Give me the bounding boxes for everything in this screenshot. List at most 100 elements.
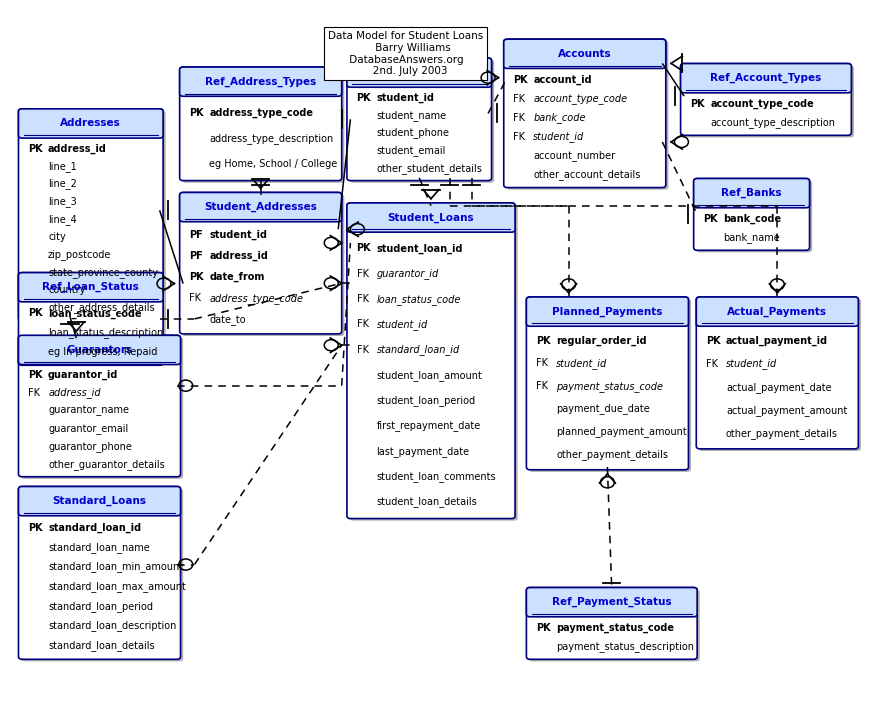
Text: regular_order_id: regular_order_id	[556, 336, 646, 346]
Text: actual_payment_amount: actual_payment_amount	[726, 405, 847, 416]
Text: PK: PK	[356, 243, 371, 253]
FancyBboxPatch shape	[19, 486, 180, 515]
FancyBboxPatch shape	[180, 67, 341, 181]
Text: line_1: line_1	[48, 161, 76, 171]
Text: address_id: address_id	[48, 387, 100, 398]
Text: Planned_Payments: Planned_Payments	[552, 306, 662, 316]
Text: other_guarantor_details: other_guarantor_details	[48, 459, 164, 469]
FancyBboxPatch shape	[347, 203, 515, 518]
Text: payment_status_code: payment_status_code	[556, 623, 674, 633]
FancyBboxPatch shape	[526, 587, 697, 616]
Text: FK: FK	[28, 388, 40, 398]
Text: Student_Loans: Student_Loans	[388, 213, 475, 223]
Text: standard_loan_description: standard_loan_description	[48, 621, 177, 631]
Text: loan_status_code: loan_status_code	[48, 309, 141, 319]
Text: standard_loan_max_amount: standard_loan_max_amount	[48, 582, 186, 592]
FancyBboxPatch shape	[696, 297, 859, 449]
FancyBboxPatch shape	[347, 58, 492, 181]
Text: PK: PK	[189, 272, 204, 282]
Text: student_id: student_id	[556, 358, 607, 369]
Text: PF: PF	[189, 251, 203, 261]
Text: PK: PK	[536, 623, 550, 633]
Text: address_id: address_id	[209, 251, 268, 261]
Text: other_account_details: other_account_details	[533, 169, 641, 180]
Text: Student_Addresses: Student_Addresses	[204, 202, 317, 212]
Text: last_payment_date: last_payment_date	[377, 446, 469, 456]
FancyBboxPatch shape	[349, 205, 517, 520]
Text: state_province_county: state_province_county	[48, 267, 158, 277]
Text: bank_code: bank_code	[533, 112, 586, 123]
FancyBboxPatch shape	[696, 181, 813, 252]
Text: student_loan_details: student_loan_details	[377, 496, 477, 507]
Text: Accounts: Accounts	[558, 49, 612, 59]
FancyBboxPatch shape	[693, 178, 810, 208]
FancyBboxPatch shape	[684, 65, 854, 137]
Text: standard_loan_name: standard_loan_name	[48, 542, 150, 553]
Text: standard_loan_id: standard_loan_id	[377, 344, 460, 356]
FancyBboxPatch shape	[526, 587, 697, 659]
Text: FK: FK	[189, 294, 201, 304]
FancyBboxPatch shape	[526, 297, 688, 470]
Text: guarantor_name: guarantor_name	[48, 405, 129, 416]
FancyBboxPatch shape	[504, 39, 666, 68]
Text: FK: FK	[536, 381, 548, 391]
Text: other_student_details: other_student_details	[377, 163, 483, 173]
Text: guarantor_phone: guarantor_phone	[48, 441, 132, 451]
Text: city: city	[48, 232, 66, 242]
Text: student_phone: student_phone	[377, 127, 450, 139]
Text: account_id: account_id	[533, 75, 592, 85]
Text: PK: PK	[189, 107, 204, 118]
Text: line_2: line_2	[48, 178, 77, 189]
Text: loan_status_code: loan_status_code	[377, 294, 461, 304]
Text: PF: PF	[189, 230, 203, 240]
Text: actual_payment_id: actual_payment_id	[726, 336, 828, 346]
Text: address_id: address_id	[48, 144, 107, 154]
Text: Ref_Address_Types: Ref_Address_Types	[205, 77, 316, 87]
Text: PK: PK	[690, 99, 705, 109]
Text: planned_payment_amount: planned_payment_amount	[556, 426, 687, 437]
FancyBboxPatch shape	[21, 274, 165, 368]
Text: Addresses: Addresses	[60, 119, 121, 129]
FancyBboxPatch shape	[696, 297, 859, 326]
FancyBboxPatch shape	[182, 195, 344, 336]
Text: student_loan_period: student_loan_period	[377, 395, 476, 406]
FancyBboxPatch shape	[504, 39, 666, 188]
Text: guarantor_id: guarantor_id	[48, 370, 118, 380]
Text: PK: PK	[536, 336, 550, 346]
Text: bank_name: bank_name	[724, 232, 780, 242]
FancyBboxPatch shape	[21, 338, 183, 479]
FancyBboxPatch shape	[699, 299, 861, 451]
Text: eg Home, School / College: eg Home, School / College	[209, 159, 338, 169]
Text: other_payment_details: other_payment_details	[556, 449, 668, 460]
Text: account_type_code: account_type_code	[533, 93, 628, 105]
FancyBboxPatch shape	[19, 272, 163, 302]
FancyBboxPatch shape	[19, 272, 163, 365]
Text: Standard_Loans: Standard_Loans	[52, 496, 147, 506]
Text: FK: FK	[513, 94, 525, 104]
Text: student_loan_comments: student_loan_comments	[377, 471, 496, 482]
FancyBboxPatch shape	[347, 58, 492, 87]
Text: FK: FK	[356, 269, 369, 279]
Text: student_id: student_id	[209, 230, 268, 240]
FancyBboxPatch shape	[19, 486, 180, 659]
Text: student_id: student_id	[377, 92, 435, 103]
Text: date_from: date_from	[209, 272, 265, 282]
Text: Data Model for Student Loans
     Barry Williams
 DatabaseAnswers.org
   2nd. Ju: Data Model for Student Loans Barry Willi…	[328, 31, 483, 76]
FancyBboxPatch shape	[182, 69, 344, 183]
Text: FK: FK	[706, 359, 717, 369]
Text: Ref_Account_Types: Ref_Account_Types	[710, 73, 821, 83]
FancyBboxPatch shape	[507, 41, 669, 190]
Text: Ref_Loan_Status: Ref_Loan_Status	[43, 282, 140, 292]
Text: country: country	[48, 285, 85, 295]
Text: other_address_details: other_address_details	[48, 302, 155, 313]
FancyBboxPatch shape	[180, 67, 341, 96]
Text: student_id: student_id	[726, 358, 777, 370]
Text: FK: FK	[356, 294, 369, 304]
Text: actual_payment_date: actual_payment_date	[726, 382, 831, 392]
FancyBboxPatch shape	[529, 299, 691, 472]
Text: guarantor_email: guarantor_email	[48, 423, 128, 434]
Text: other_payment_details: other_payment_details	[726, 428, 838, 439]
Text: address_type_code: address_type_code	[209, 293, 303, 304]
Text: account_number: account_number	[533, 150, 615, 161]
Text: Ref_Payment_Status: Ref_Payment_Status	[552, 597, 671, 607]
